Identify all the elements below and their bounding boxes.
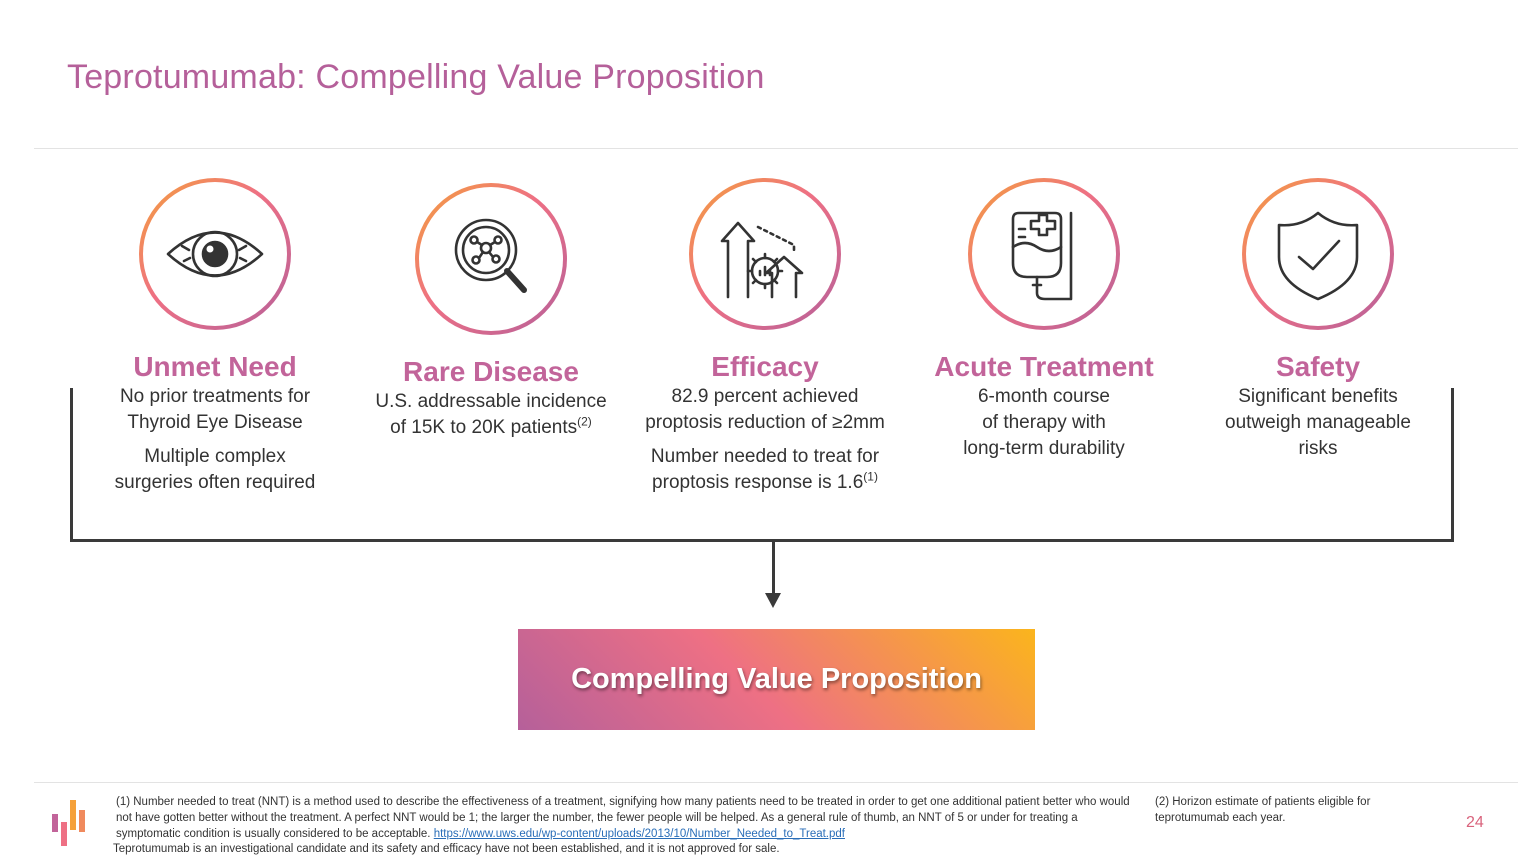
top-divider	[34, 148, 1518, 149]
pillar-text: Thyroid Eye Disease	[127, 412, 303, 433]
shield-check-icon	[1277, 211, 1359, 301]
pillar-safety: Safety Significant benefits outweigh man…	[1183, 178, 1453, 462]
pillar-text: U.S. addressable incidence	[375, 391, 607, 412]
pillar-acute-treatment: Acute Treatment 6-month course of therap…	[909, 178, 1179, 462]
icon-ring	[139, 178, 291, 330]
pillar-title: Rare Disease	[403, 356, 579, 387]
pillar-text: proptosis response is 1.6(1)	[652, 469, 878, 493]
nnt-source-link[interactable]: https://www.uws.edu/wp-content/uploads/2…	[433, 828, 845, 840]
footnote-ref: (1)	[863, 469, 878, 484]
pillar-text: Number needed to treat for	[650, 446, 880, 467]
footnote-1: (1) Number needed to treat (NNT) is a me…	[116, 796, 1130, 840]
pillar-rare-disease: Rare Disease U.S. addressable incidence …	[356, 183, 626, 441]
company-logo-icon	[52, 800, 85, 846]
pillar-text: No prior treatments for	[119, 386, 311, 407]
pillar-text: Significant benefits	[1238, 386, 1398, 407]
converging-bracket	[70, 388, 1454, 542]
pillar-text: outweigh manageable	[1225, 412, 1411, 433]
icon-ring	[415, 183, 567, 335]
pillar-efficacy: Efficacy 82.9 percent achieved proptosis…	[630, 178, 900, 496]
icon-ring	[1242, 178, 1394, 330]
arrow-head-icon	[765, 593, 781, 608]
pillar-text: long-term durability	[963, 438, 1125, 459]
footnote-2: (2) Horizon estimate of patients eligibl…	[1155, 796, 1371, 824]
footnote-ref: (2)	[577, 414, 592, 429]
pillar-text: Multiple complex	[144, 446, 286, 467]
pillar-title: Safety	[1275, 351, 1361, 382]
pillar-title: Efficacy	[711, 351, 819, 382]
growth-gear-icon	[720, 221, 804, 299]
eye-icon	[166, 230, 264, 278]
pillar-unmet-need: Unmet Need No prior treatments for Thyro…	[80, 178, 350, 496]
magnifier-cell-icon	[454, 218, 527, 293]
pillar-title: Unmet Need	[133, 351, 297, 382]
footer-divider	[34, 782, 1518, 783]
icon-ring	[689, 178, 841, 330]
page-number: 24	[1466, 814, 1484, 831]
pillar-text: 6-month course	[977, 386, 1110, 407]
pillar-text: proptosis reduction of ≥2mm	[645, 412, 885, 433]
pillar-title: Acute Treatment	[934, 351, 1154, 382]
iv-bag-icon	[1011, 211, 1073, 301]
conclusion-label: Compelling Value Proposition	[571, 663, 982, 695]
conclusion-box: Compelling Value Proposition	[518, 629, 1035, 730]
pillar-text: risks	[1298, 438, 1338, 459]
disclaimer: Teprotumumab is an investigational candi…	[113, 843, 780, 855]
down-arrow-icon	[772, 542, 775, 598]
pillar-text: of 15K to 20K patients(2)	[390, 414, 592, 438]
icon-ring	[968, 178, 1120, 330]
pillar-text: 82.9 percent achieved	[671, 386, 859, 407]
pillar-text: of therapy with	[982, 412, 1106, 433]
pillar-text: surgeries often required	[114, 472, 316, 493]
page-title: Teprotumumab: Compelling Value Propositi…	[67, 58, 765, 96]
